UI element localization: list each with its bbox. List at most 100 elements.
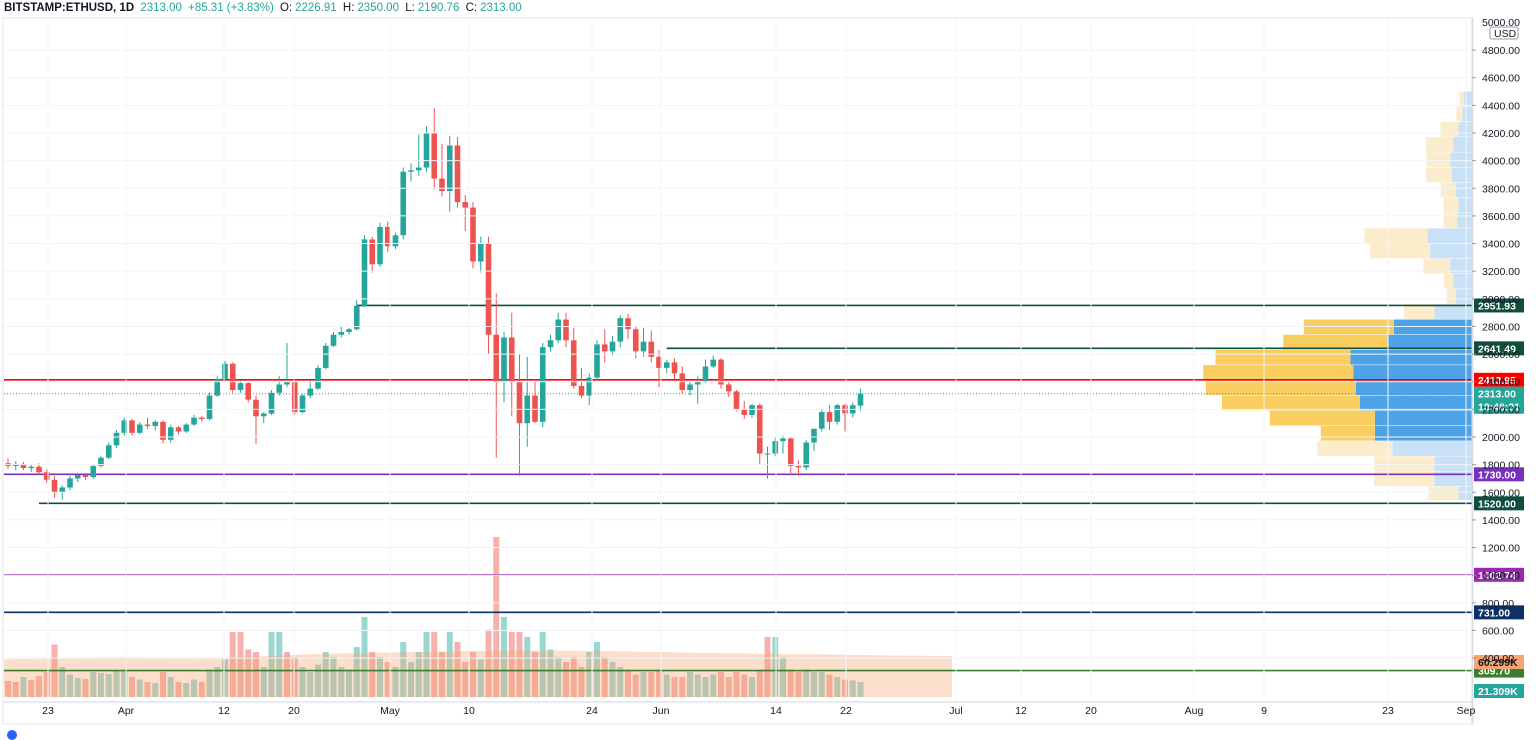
level-price-label: 1730.00 xyxy=(1478,469,1516,481)
candle-body xyxy=(462,202,469,208)
high-value: 2350.00 xyxy=(357,2,399,14)
profile-down-bar xyxy=(1317,441,1393,456)
profile-down-bar xyxy=(1374,456,1435,472)
volume-bar xyxy=(307,672,314,697)
candle-body xyxy=(547,340,554,348)
y-tick-label: 4800.00 xyxy=(1482,45,1520,57)
volume-bar xyxy=(601,657,608,697)
volume-bar xyxy=(90,672,97,697)
volume-bar xyxy=(609,662,616,697)
level-price-tag xyxy=(1474,467,1524,482)
candle-body xyxy=(98,457,104,467)
profile-down-bar xyxy=(1428,486,1459,501)
candle-body xyxy=(222,363,228,379)
profile-up-bar xyxy=(1458,121,1472,137)
candle-body xyxy=(563,319,569,341)
volume-bar xyxy=(245,649,252,697)
candle-body xyxy=(384,226,391,247)
profile-up-bar xyxy=(1359,395,1472,411)
y-tick-label: 2400.00 xyxy=(1482,377,1520,389)
profile-down-bar xyxy=(1443,197,1459,213)
candle-body xyxy=(175,427,182,432)
candle-body xyxy=(237,383,244,391)
candle-body xyxy=(315,367,321,389)
volume-bar xyxy=(532,652,538,697)
volume-bar xyxy=(849,680,856,697)
volume-bar xyxy=(12,682,19,697)
profile-down-bar xyxy=(1440,121,1459,137)
x-tick-label: Jun xyxy=(653,705,670,717)
y-tick-label: 4000.00 xyxy=(1482,156,1520,168)
x-tick-label: 14 xyxy=(770,705,782,717)
profile-down-bar xyxy=(1446,289,1456,304)
candle-body xyxy=(818,412,825,429)
y-tick-label: 800.00 xyxy=(1482,598,1514,610)
volume-bar xyxy=(377,657,383,697)
volume-bar xyxy=(470,652,476,697)
candle-body xyxy=(648,341,655,357)
volume-bar xyxy=(175,682,182,697)
candle-body xyxy=(609,341,616,352)
volume-bar xyxy=(121,669,128,697)
volume-bar xyxy=(578,667,585,697)
profile-down-bar xyxy=(1215,349,1351,365)
x-tick-label: May xyxy=(380,705,401,717)
candle-body xyxy=(803,442,810,468)
candle-body xyxy=(377,226,383,265)
chart-header: BITSTAMP:ETHUSD, 1D 2313.00 +85.31 (+3.8… xyxy=(4,2,525,18)
y-tick-label: 4400.00 xyxy=(1482,100,1520,112)
volume-bar xyxy=(105,674,112,697)
x-tick-label: 24 xyxy=(586,705,598,717)
candle-body xyxy=(90,466,97,478)
candle-body xyxy=(136,424,143,433)
volume-bar xyxy=(780,657,786,697)
volume-bar xyxy=(136,679,143,697)
price-change: +85.31 (+3.83%) xyxy=(188,2,274,14)
volume-bar xyxy=(718,672,724,697)
volume-bar xyxy=(733,672,740,697)
volume-bar xyxy=(439,652,445,697)
x-tick-label: 12 xyxy=(218,705,230,717)
volume-bar xyxy=(493,537,500,697)
candle-body xyxy=(733,391,740,410)
x-tick-label: 12 xyxy=(1015,705,1027,717)
candle-body xyxy=(346,329,352,332)
candle-body xyxy=(439,178,445,192)
axes: 4800.00 4600.00 4400.00 4200.00 4000.00 3800.… xyxy=(2,17,1520,725)
volume-bar xyxy=(795,672,802,697)
candle-body xyxy=(516,381,523,424)
volume-bar xyxy=(113,671,120,697)
candle-body xyxy=(369,239,376,265)
y-tick-label: 1200.00 xyxy=(1482,543,1520,555)
profile-down-bar xyxy=(1459,91,1464,107)
volume-bar xyxy=(28,680,35,697)
candle-body xyxy=(749,405,755,415)
volume-bar xyxy=(268,632,275,697)
volume-bar xyxy=(617,667,624,697)
candle-body xyxy=(408,170,414,172)
circle-blue-icon[interactable] xyxy=(7,730,17,740)
volume-bar xyxy=(563,662,569,697)
candle-body xyxy=(694,381,701,385)
symbol-label[interactable]: BITSTAMP:ETHUSD, 1D xyxy=(4,2,135,14)
candle-body xyxy=(764,453,771,455)
volume-bar xyxy=(501,617,507,697)
y-tick-label: 2800.00 xyxy=(1482,321,1520,333)
volume-bar xyxy=(671,677,678,697)
profile-down-bar xyxy=(1456,106,1463,122)
x-tick-label: 23 xyxy=(1382,705,1394,717)
profile-up-bar xyxy=(1453,273,1472,289)
profile-down-bar xyxy=(1440,182,1456,198)
candle-body xyxy=(51,479,58,493)
volume-bar xyxy=(82,679,89,697)
volume-bar xyxy=(826,674,833,697)
last-price: 2313.00 xyxy=(140,2,182,14)
candle-body xyxy=(191,417,197,425)
candle-body xyxy=(167,427,174,440)
candle-body xyxy=(105,445,112,458)
candle-body xyxy=(361,239,368,306)
volume-bar xyxy=(408,662,414,697)
volume-bar xyxy=(570,657,577,697)
bottom-bar xyxy=(0,728,1536,740)
